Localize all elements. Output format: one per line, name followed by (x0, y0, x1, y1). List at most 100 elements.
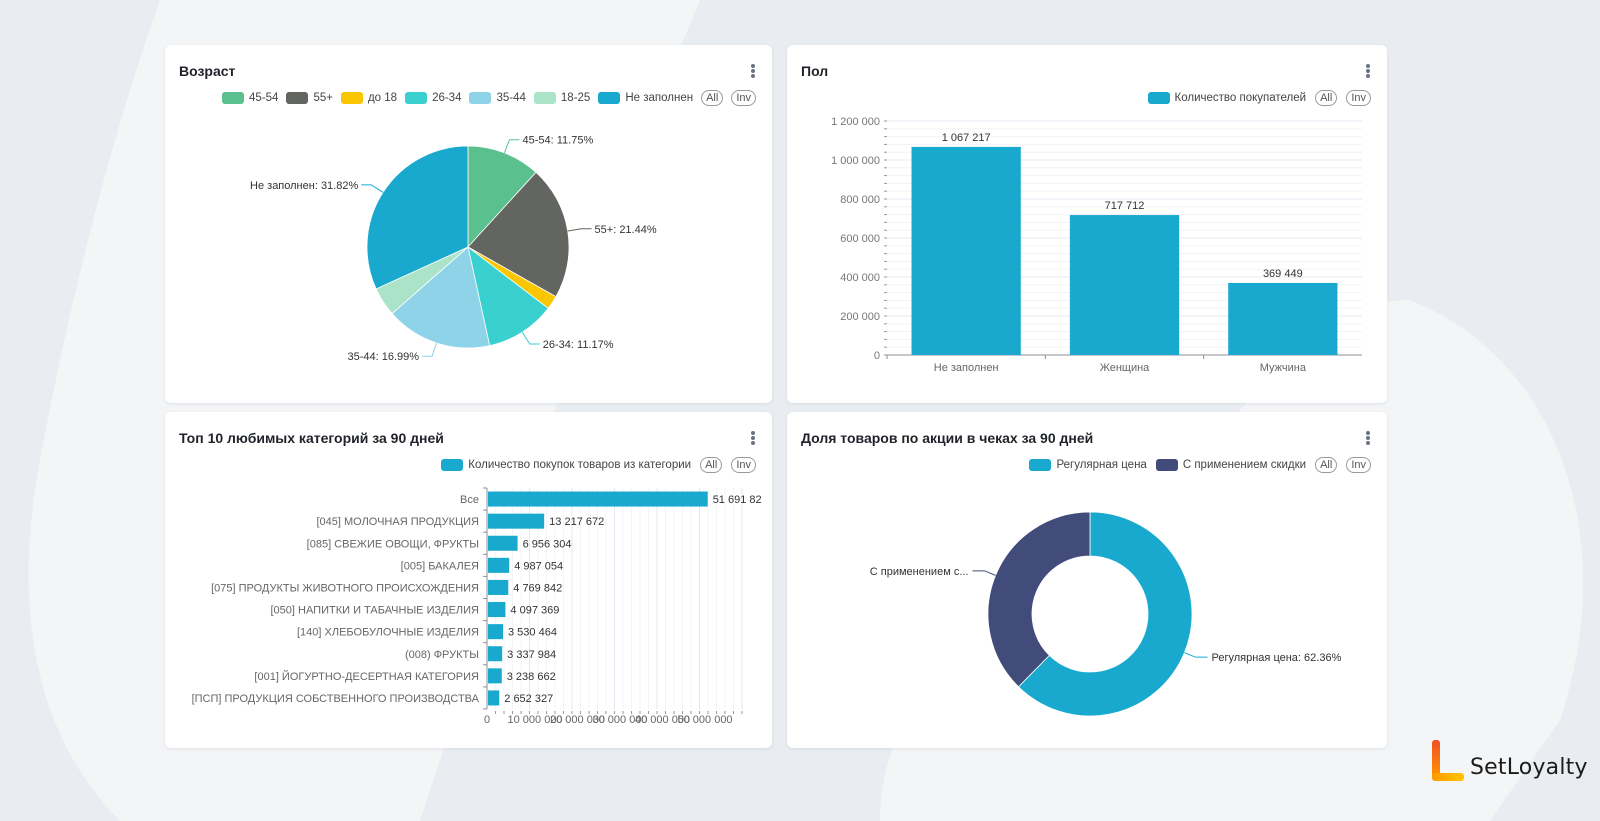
donut-data-label: С применением с... (870, 566, 969, 578)
legend-item-discount[interactable]: С применением скидки (1155, 459, 1307, 471)
pie-label-line (503, 139, 520, 153)
pie-label-line (521, 331, 540, 345)
legend-invert-button[interactable]: Inv (1346, 90, 1371, 106)
legend-item-26-34[interactable]: 26-34 (405, 92, 461, 104)
bar-data-label: 13 217 672 (549, 516, 604, 528)
promo-panel-menu-button[interactable] (1363, 429, 1373, 447)
x-tick-label: Женщина (1100, 362, 1150, 374)
bar-Женщина (1069, 215, 1180, 355)
legend-swatch (441, 459, 464, 471)
categories-panel-title: Топ 10 любимых категорий за 90 дней (179, 430, 444, 446)
y-tick-label: 1 200 000 (831, 116, 880, 128)
legend-swatch (222, 92, 245, 104)
y-tick-label: 0 (874, 350, 880, 362)
donut-slice-С применением скидки (987, 511, 1091, 688)
bar-[075] ПРОДУКТЫ ЖИВОТНОГО ПРОИСХОЖДЕНИЯ (488, 579, 509, 595)
legend-swatch (1155, 459, 1178, 471)
bar-data-label: 1 067 217 (942, 132, 991, 144)
donut-label-line (972, 570, 996, 576)
categories-panel-menu-button[interactable] (748, 429, 758, 447)
bar-[140] ХЛЕБОБУЛОЧНЫЕ ИЗДЕЛИЯ (488, 624, 504, 640)
x-tick-label: 10 000 000 (508, 714, 563, 726)
promo-donut-chart: Регулярная цена: 62.36% С применением с..… (870, 511, 1342, 717)
legend-item-purchases[interactable]: Количество покупок товаров из категории (441, 459, 691, 471)
x-tick-label: 20 000 000 (550, 714, 605, 726)
bar-[005] БАКАЛЕЯ (488, 557, 510, 573)
y-tick-label: [045] МОЛОЧНАЯ ПРОДУКЦИЯ (316, 516, 479, 528)
legend-swatch (286, 92, 309, 104)
legend-item-customers[interactable]: Количество покупателей (1147, 92, 1306, 104)
legend-label: 18-25 (560, 92, 591, 104)
dot-icon (1366, 436, 1370, 440)
x-tick-label: 30 000 000 (593, 714, 648, 726)
pie-label-line (422, 342, 437, 357)
legend-item-35-44[interactable]: 35-44 (469, 92, 526, 104)
legend-invert-button[interactable]: Inv (731, 90, 756, 106)
legend-all-button[interactable]: All (1315, 457, 1338, 473)
y-tick-label: 1 000 000 (831, 155, 880, 167)
y-tick-label: [050] НАПИТКИ И ТАБАЧНЫЕ ИЗДЕЛИЯ (270, 605, 479, 617)
y-tick-label: Все (460, 494, 479, 506)
pie-slice-55+ (467, 171, 570, 298)
legend-item-18-25[interactable]: 18-25 (533, 92, 591, 104)
legend-item-not-filled[interactable]: Не заполнен (598, 92, 693, 104)
legend-label: Регулярная цена (1056, 459, 1147, 471)
setloyalty-logo: SetLoyalty (1432, 740, 1588, 784)
bar-Все (488, 491, 708, 507)
x-tick-label: 50 000 000 (678, 714, 733, 726)
legend-label: 55+ (313, 92, 333, 104)
y-tick-label: 200 000 (840, 311, 880, 323)
bar-[ПСП] ПРОДУКЦИЯ СОБСТВЕННОГО ПРОИЗВОДСТВА (488, 690, 500, 706)
y-tick-label: [085] СВЕЖИЕ ОВОЩИ, ФРУКТЫ (307, 538, 479, 550)
y-tick-label: [001] ЙОГУРТНО-ДЕСЕРТНАЯ КАТЕГОРИЯ (254, 670, 479, 683)
legend-label: 26-34 (432, 92, 462, 104)
y-tick-label: [005] БАКАЛЕЯ (401, 560, 479, 572)
categories-legend: Количество покупок товаров из категории … (441, 457, 756, 473)
gender-panel: Пол Количество покупателей All Inv 0 200 … (787, 45, 1387, 403)
legend-item-45-54[interactable]: 45-54 (222, 92, 278, 104)
x-tick-label: Не заполнен (934, 362, 999, 374)
pie-label-line (361, 184, 384, 193)
pie-slice-26-34 (467, 246, 549, 347)
legend-item-under-18[interactable]: до 18 (340, 92, 398, 104)
dot-icon (751, 64, 755, 68)
legend-invert-button[interactable]: Inv (731, 457, 756, 473)
categories-panel: Топ 10 любимых категорий за 90 дней Коли… (165, 412, 772, 748)
gender-panel-menu-button[interactable] (1363, 62, 1373, 80)
pie-data-label: Не заполнен: 31.82% (250, 180, 358, 192)
legend-item-regular-price[interactable]: Регулярная цена (1029, 459, 1147, 471)
bar-data-label: 3 238 662 (507, 671, 556, 683)
bar-data-label: 3 530 464 (508, 627, 557, 639)
bar-Мужчина (1228, 282, 1338, 355)
legend-label: Количество покупок товаров из категории (468, 459, 692, 471)
legend-all-button[interactable]: All (1315, 90, 1338, 106)
age-panel-menu-button[interactable] (748, 62, 758, 80)
x-tick-label: Мужчина (1260, 362, 1307, 374)
legend-label: до 18 (367, 92, 398, 104)
age-panel: Возраст 45-54 55+ до 18 26-34 35-44 18-2… (165, 45, 772, 403)
legend-item-55-plus[interactable]: 55+ (286, 92, 333, 104)
legend-swatch (469, 92, 492, 104)
pie-slice-35-44 (391, 246, 491, 349)
legend-swatch (405, 92, 428, 104)
donut-slice-Регулярная цена (1017, 511, 1193, 717)
pie-data-label: 35-44: 16.99% (348, 351, 420, 363)
legend-swatch (340, 92, 363, 104)
logo-mark-vertical (1432, 740, 1440, 780)
legend-all-button[interactable]: All (700, 457, 723, 473)
gender-bar-chart: 0 200 000 400 000 600 000 800 000 1 000 000 1 … (831, 116, 1362, 374)
y-tick-label: [ПСП] ПРОДУКЦИЯ СОБСТВЕННОГО ПРОИЗВОДСТВ… (192, 693, 480, 705)
legend-invert-button[interactable]: Inv (1346, 457, 1371, 473)
promo-legend: Регулярная цена С применением скидки All… (1029, 457, 1371, 473)
pie-slice-Не заполнен (366, 145, 469, 290)
legend-swatch (1029, 459, 1052, 471)
legend-all-button[interactable]: All (701, 90, 724, 106)
bar-[085] СВЕЖИЕ ОВОЩИ, ФРУКТЫ (488, 535, 518, 551)
donut-label-line (1184, 652, 1208, 658)
dot-icon (751, 431, 755, 435)
promo-panel-title: Доля товаров по акции в чеках за 90 дней (801, 430, 1094, 446)
x-tick-label: 0 (484, 714, 490, 726)
legend-label: С применением скидки (1182, 459, 1307, 471)
y-tick-label: [140] ХЛЕБОБУЛОЧНЫЕ ИЗДЕЛИЯ (297, 627, 479, 639)
